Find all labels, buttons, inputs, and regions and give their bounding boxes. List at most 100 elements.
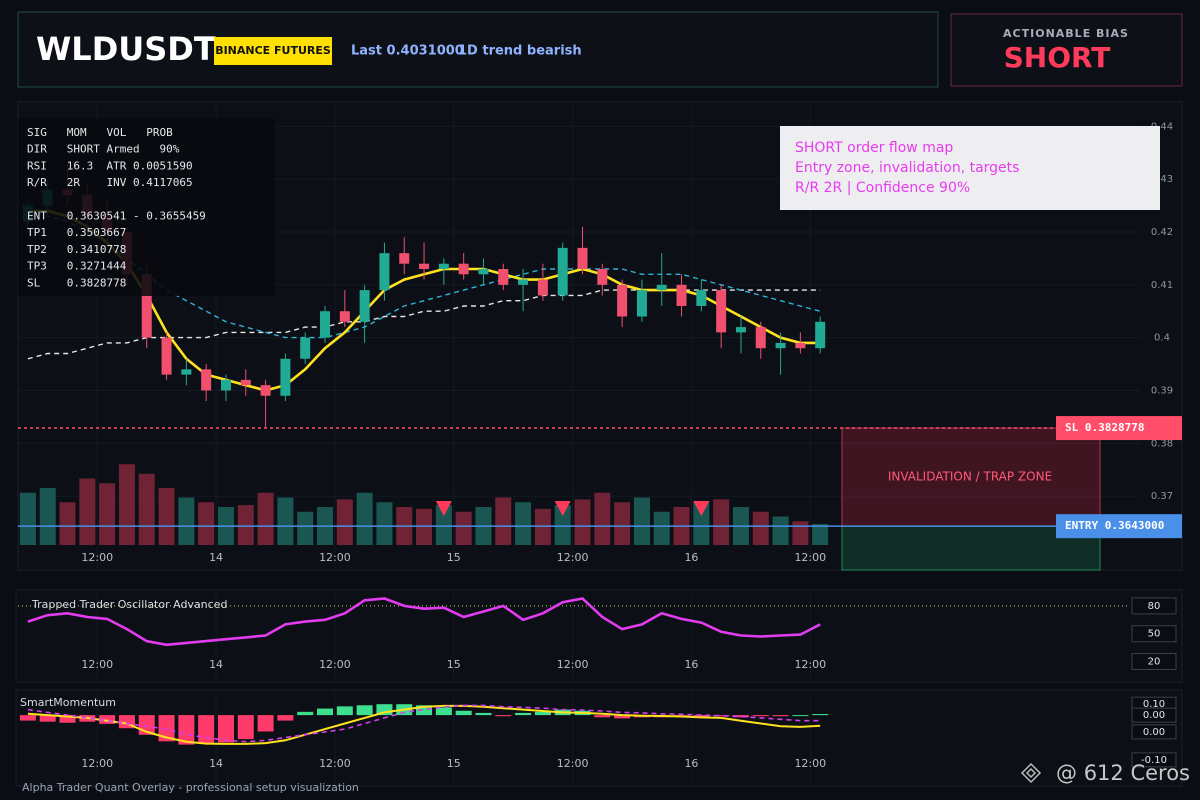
momentum-bar [59, 715, 76, 723]
candle-body [735, 327, 746, 333]
invalidation-zone [841, 427, 1101, 527]
x-tick-label: 16 [684, 757, 698, 770]
momentum-bar [732, 715, 749, 718]
candle-body [696, 290, 707, 306]
x-tick-label: 12:00 [557, 551, 589, 564]
chart-layer: 12:00 14 12:00 15 12:00 16 12:00 0.37 0.38 0.39 0.… [18, 103, 1182, 785]
volume-bar [336, 499, 353, 545]
x-tick-label: 14 [209, 551, 223, 564]
y-tick-label: 0.42 [1151, 227, 1173, 238]
tick-box [1131, 597, 1177, 615]
x-tick-label: 15 [447, 551, 461, 564]
candle-body [300, 337, 311, 359]
volume-bar [416, 508, 433, 545]
bias-value: SHORT [1004, 41, 1111, 74]
momentum-bar [39, 715, 56, 722]
tick-box [1131, 652, 1177, 670]
x-tick-label: 12:00 [794, 757, 826, 770]
volume-bar [614, 502, 631, 545]
momentum-bar [475, 712, 492, 716]
level-tag [1056, 416, 1182, 441]
trend: 1D trend bearish [458, 44, 582, 59]
x-tick-label: 12:00 [557, 658, 589, 671]
exchange-badge [214, 37, 332, 65]
candle-body [201, 369, 212, 391]
momentum-bar [237, 715, 254, 740]
volume-bar [772, 516, 789, 545]
watermark-icon [1020, 762, 1042, 784]
candle-body [339, 311, 350, 322]
x-tick-label: 12:00 [319, 757, 351, 770]
x-tick-label: 12:00 [81, 658, 113, 671]
candle-body [577, 247, 588, 269]
line [27, 597, 821, 647]
candle-body [359, 290, 370, 322]
momentum-bar [158, 715, 175, 742]
momentum-bar [455, 710, 472, 716]
line [27, 704, 821, 745]
annotation-box [780, 126, 1160, 210]
signal-marker [435, 501, 452, 516]
momentum-bar [277, 715, 294, 721]
momentum-bar [812, 714, 829, 716]
momentum-bar [614, 715, 631, 719]
volume-bar [158, 488, 175, 545]
volume-bar [713, 499, 730, 545]
volume-bar [812, 524, 829, 545]
candle-body [775, 342, 786, 349]
candle-body [518, 279, 529, 285]
volume-bar [277, 497, 294, 545]
x-tick-label: 16 [684, 658, 698, 671]
oscillator-panel [15, 589, 1183, 683]
x-tick-label: 12:00 [794, 551, 826, 564]
volume-bar [534, 508, 551, 545]
candle-body [815, 321, 826, 349]
level-label: ENTRY 0.3643000 [1065, 519, 1164, 532]
info-line: DIR SHORT Armed 90% [27, 143, 180, 156]
volume-bar [693, 502, 710, 545]
candle-body [419, 263, 430, 269]
tick-box [1131, 625, 1177, 643]
signal-marker [554, 501, 571, 516]
y-tick-label: 0.43 [1151, 174, 1173, 185]
volume-bar [633, 497, 650, 545]
tick-box [1131, 752, 1177, 768]
y-tick-label: 0.44 [1151, 121, 1173, 132]
volume-bar [39, 488, 56, 545]
candle-body [498, 268, 509, 285]
momentum-bar [257, 715, 274, 732]
watermark: @ 612 Ceros [1056, 761, 1190, 785]
candle-body [379, 253, 390, 291]
panel-title: Trapped Trader Oscillator Advanced [31, 598, 227, 611]
x-tick-label: 12:00 [319, 658, 351, 671]
volume-bar [19, 492, 36, 545]
momentum-bar [336, 706, 353, 716]
volume-bar [574, 499, 591, 545]
y-tick-label: 0.4 [1154, 333, 1170, 344]
candle-body [716, 290, 727, 333]
volume-bar [118, 464, 135, 545]
y-tick-label: 0.00 [1143, 710, 1165, 721]
momentum-bar [178, 715, 195, 745]
info-line: SL 0.3828778 [27, 276, 126, 289]
tick-box [1131, 707, 1177, 723]
candle-body [478, 268, 489, 275]
last-price: Last 0.4031000 [351, 44, 464, 59]
candle-body [320, 311, 331, 338]
volume-bar [752, 511, 769, 545]
info-line: SIG MOM VOL PROB [27, 126, 173, 139]
footer: Alpha Trader Quant Overlay - professiona… [22, 781, 359, 794]
volume-bar [59, 502, 76, 545]
info-line: TP3 0.3271444 [27, 260, 127, 273]
y-tick-label: 80 [1148, 601, 1161, 612]
momentum-bar [594, 715, 611, 718]
y-tick-label: 0.41 [1151, 280, 1173, 291]
volume-bar [297, 511, 314, 545]
signal-marker [693, 501, 710, 516]
y-tick-label: 0.38 [1151, 438, 1173, 449]
info-line: R/R 2R INV 0.4117065 [27, 176, 193, 189]
x-tick-label: 12:00 [81, 757, 113, 770]
info-panel [18, 118, 275, 296]
info-line: RSI 16.3 ATR 0.0051590 [27, 159, 193, 172]
